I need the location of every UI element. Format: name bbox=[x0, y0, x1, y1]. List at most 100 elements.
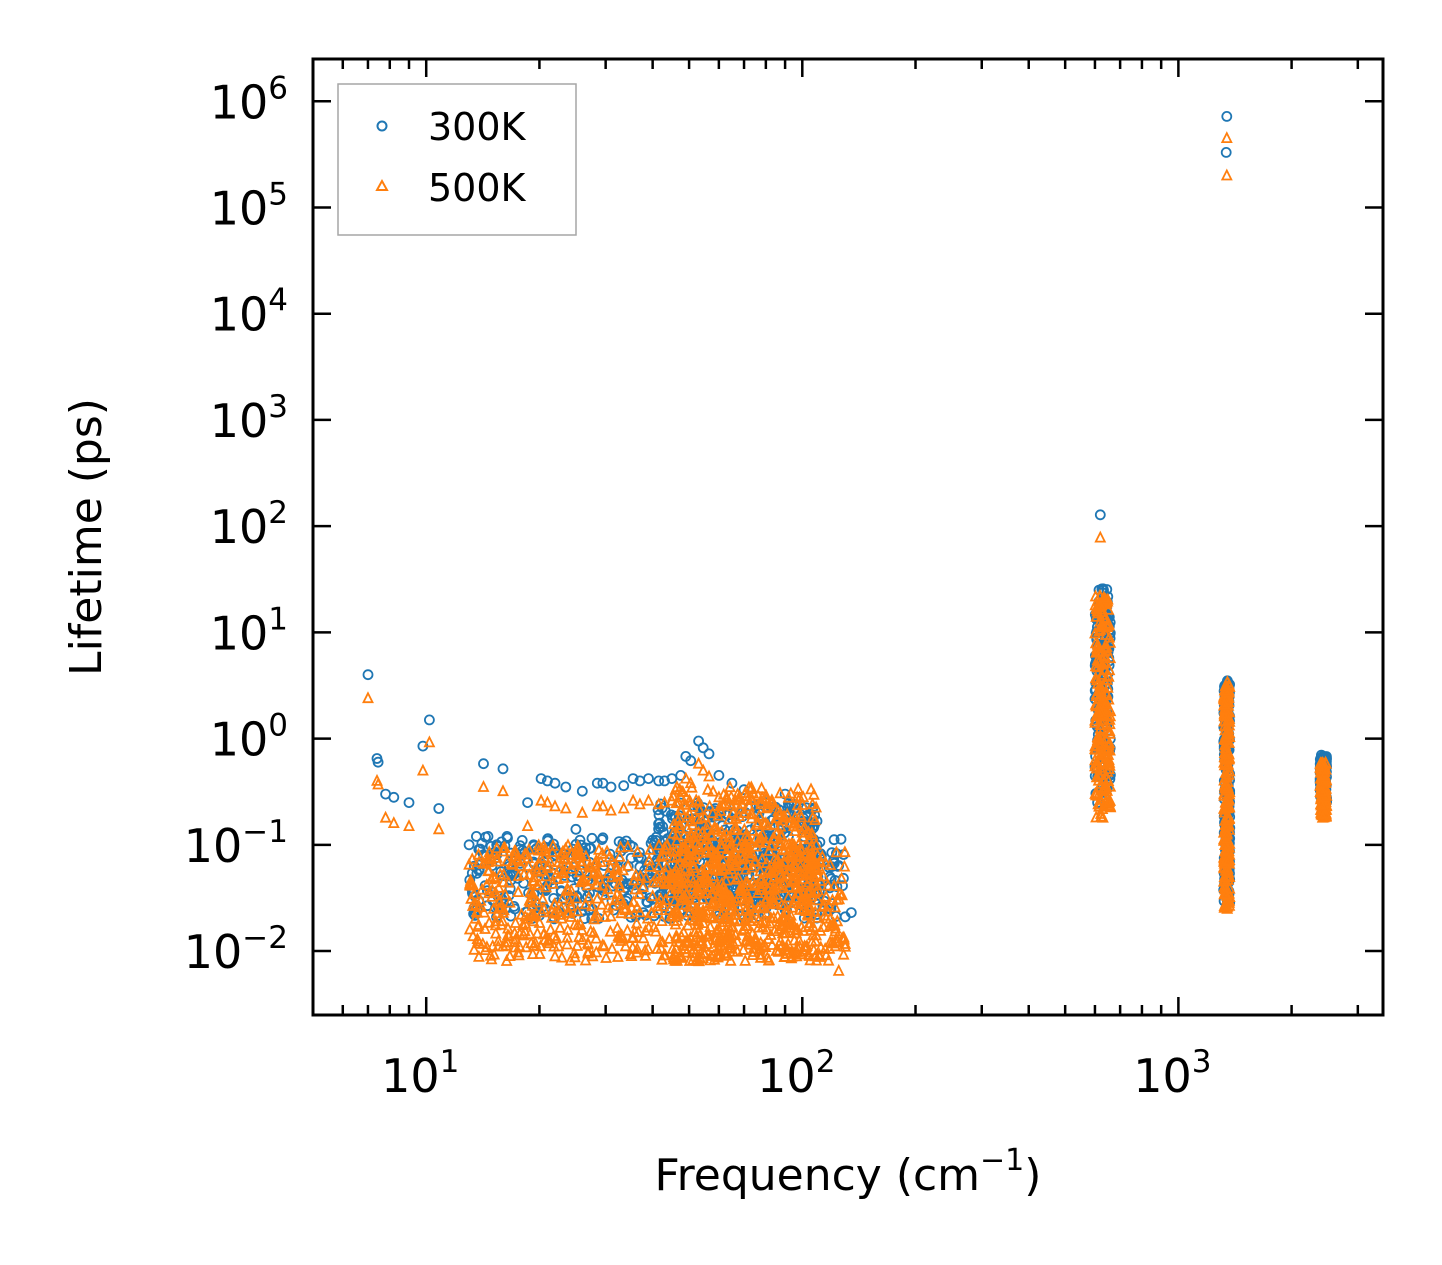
point-500k bbox=[639, 948, 652, 961]
point-500k bbox=[775, 813, 788, 826]
point-500k bbox=[571, 918, 584, 931]
point-500k bbox=[805, 782, 817, 795]
point-300k bbox=[482, 831, 494, 842]
point-500k bbox=[572, 850, 585, 863]
point-500k bbox=[1099, 741, 1112, 754]
point-500k bbox=[464, 873, 477, 886]
point-500k bbox=[803, 861, 816, 874]
point-500k bbox=[754, 947, 767, 960]
point-500k bbox=[837, 947, 850, 960]
point-500k bbox=[616, 930, 628, 942]
point-500k bbox=[715, 837, 728, 850]
point-500k bbox=[711, 822, 724, 834]
point-500k bbox=[708, 820, 721, 833]
point-500k bbox=[524, 927, 536, 940]
point-500k bbox=[601, 882, 614, 895]
point-500k bbox=[573, 930, 585, 943]
x-tick-label: 101 bbox=[381, 1044, 459, 1103]
point-500k bbox=[733, 809, 746, 821]
y-tick-label: 106 bbox=[210, 70, 288, 129]
point-500k bbox=[564, 899, 577, 912]
point-500k bbox=[1218, 709, 1231, 722]
point-500k bbox=[673, 907, 685, 920]
point-500k bbox=[478, 905, 490, 918]
point-500k bbox=[642, 793, 655, 806]
point-500k bbox=[791, 940, 804, 953]
point-300k bbox=[560, 781, 572, 793]
point-300k bbox=[703, 748, 715, 760]
point-500k bbox=[764, 927, 777, 940]
point-500k bbox=[766, 795, 779, 808]
point-500k bbox=[728, 907, 741, 920]
point-500k bbox=[1095, 809, 1108, 822]
point-500k bbox=[521, 819, 534, 831]
point-500k bbox=[809, 949, 822, 962]
point-500k bbox=[541, 795, 554, 808]
point-500k bbox=[1223, 881, 1236, 894]
point-500k bbox=[755, 781, 768, 794]
point-500k bbox=[716, 830, 729, 843]
point-500k bbox=[600, 950, 613, 963]
point-500k bbox=[738, 822, 751, 835]
point-500k bbox=[487, 901, 500, 914]
point-500k bbox=[713, 948, 726, 961]
point-500k bbox=[1221, 801, 1234, 814]
point-500k bbox=[657, 899, 670, 911]
point-500k bbox=[1092, 705, 1104, 718]
point-500k bbox=[637, 880, 649, 892]
point-500k bbox=[501, 854, 513, 867]
point-500k bbox=[823, 919, 836, 932]
point-500k bbox=[761, 905, 774, 918]
point-500k bbox=[469, 911, 482, 924]
point-500k bbox=[630, 916, 643, 929]
point-500k bbox=[1090, 770, 1103, 783]
point-500k bbox=[1218, 870, 1231, 883]
point-500k bbox=[809, 904, 822, 917]
point-500k bbox=[1094, 614, 1107, 627]
point-500k bbox=[579, 897, 592, 910]
point-500k bbox=[727, 944, 740, 957]
point-500k bbox=[652, 896, 665, 908]
point-500k bbox=[687, 875, 700, 887]
point-500k bbox=[742, 846, 755, 859]
point-500k bbox=[512, 885, 525, 897]
point-500k bbox=[744, 782, 757, 795]
point-500k bbox=[696, 892, 709, 905]
point-500k bbox=[590, 931, 603, 944]
point-300k bbox=[627, 773, 639, 784]
point-300k bbox=[596, 834, 608, 845]
point-500k bbox=[743, 799, 756, 812]
point-500k bbox=[745, 898, 758, 911]
point-300k bbox=[372, 756, 384, 768]
point-500k bbox=[528, 938, 541, 951]
point-500k bbox=[787, 819, 800, 831]
point-500k bbox=[796, 867, 809, 880]
point-300k bbox=[549, 777, 561, 789]
point-500k bbox=[649, 924, 662, 937]
point-500k bbox=[800, 904, 812, 916]
point-500k bbox=[750, 839, 763, 852]
point-500k bbox=[704, 953, 717, 966]
point-500k bbox=[746, 860, 759, 873]
point-500k bbox=[690, 847, 702, 860]
point-500k bbox=[670, 796, 683, 809]
point-500k bbox=[702, 873, 715, 886]
point-500k bbox=[554, 920, 566, 933]
point-500k bbox=[568, 946, 581, 959]
axis-ticks-layer bbox=[311, 59, 1383, 1015]
point-500k bbox=[472, 917, 485, 930]
point-500k bbox=[1220, 795, 1233, 808]
point-500k bbox=[463, 857, 476, 870]
point-500k bbox=[568, 950, 581, 963]
point-500k bbox=[756, 852, 769, 865]
point-500k bbox=[687, 858, 700, 871]
point-500k bbox=[469, 897, 482, 910]
point-500k bbox=[575, 857, 588, 870]
point-500k bbox=[706, 909, 719, 922]
point-500k bbox=[683, 807, 696, 820]
point-500k bbox=[773, 921, 785, 934]
point-500k bbox=[631, 900, 644, 913]
point-500k bbox=[701, 782, 714, 795]
point-500k bbox=[811, 863, 824, 875]
